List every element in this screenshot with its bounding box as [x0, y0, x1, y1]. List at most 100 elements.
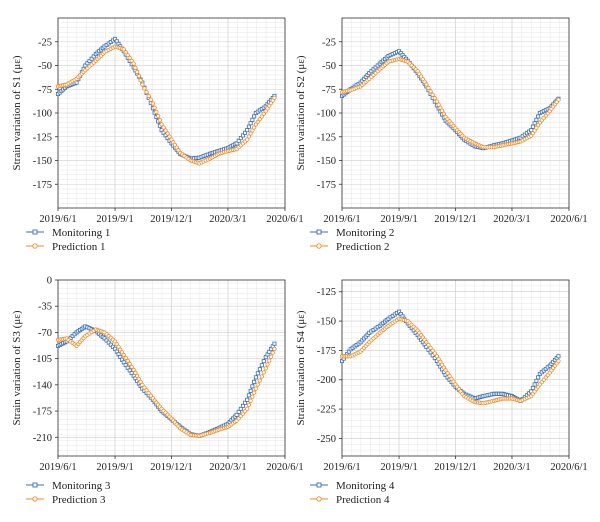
x-tick-label: 2019/6/1 — [39, 462, 76, 473]
data-point — [556, 97, 561, 102]
data-point — [432, 351, 437, 356]
y-tick-label: -75 — [322, 85, 336, 96]
y-tick-label: -140 — [33, 380, 52, 391]
chart-panel-3: 0 -35 -70 -105 -140 -175 -210 2019/6/1 2019/9/1 2… — [11, 276, 304, 506]
data-point — [261, 111, 266, 116]
data-point — [104, 338, 109, 343]
x-tick-label: 2019/9/1 — [380, 462, 417, 473]
legend-marker — [32, 243, 38, 249]
data-point — [236, 138, 241, 143]
data-point — [246, 134, 252, 139]
series-prediction — [55, 327, 277, 438]
data-point — [108, 342, 113, 347]
data-point — [438, 105, 443, 110]
data-point — [243, 130, 248, 135]
data-point — [430, 92, 435, 97]
data-point — [536, 114, 541, 119]
data-point — [125, 358, 130, 363]
data-point — [250, 384, 255, 389]
data-point — [252, 114, 257, 119]
y-axis-label: Strain variation of S1 (με) — [11, 55, 23, 170]
data-point — [136, 376, 141, 381]
data-point — [556, 358, 561, 364]
legend-label: Prediction 2 — [336, 241, 389, 253]
y-tick-label: -210 — [33, 433, 52, 444]
y-tick-label: -25 — [322, 37, 336, 48]
data-point — [123, 355, 128, 360]
data-point — [127, 361, 132, 366]
data-point — [246, 402, 252, 407]
data-point — [261, 370, 266, 375]
data-point — [245, 397, 250, 402]
data-point — [245, 137, 250, 142]
y-tick-label: -75 — [38, 85, 52, 96]
series-prediction — [339, 56, 561, 150]
data-point — [272, 341, 277, 346]
data-point — [253, 375, 258, 380]
y-tick-label: -125 — [317, 287, 336, 298]
legend-marker — [32, 229, 38, 235]
chart-panel-4: -125 -150 -175 -200 -225 -250 2019/6/1 2019/9/1… — [295, 279, 588, 506]
y-axis-label: Strain variation of S2 (με) — [295, 55, 307, 170]
data-point — [140, 382, 145, 387]
x-tick-label: 2019/9/1 — [96, 462, 133, 473]
y-tick-label: -125 — [33, 132, 52, 143]
data-point — [240, 133, 245, 138]
data-point — [121, 47, 126, 52]
data-point — [127, 55, 132, 61]
x-tick-label: 2019/6/1 — [323, 214, 360, 225]
data-point — [445, 371, 450, 376]
data-point — [148, 393, 153, 398]
data-point — [257, 367, 262, 372]
legend-marker — [32, 496, 38, 502]
legend-entry: Monitoring 4 — [310, 480, 395, 492]
data-point — [263, 366, 268, 371]
legend-entry: Monitoring 2 — [310, 227, 394, 239]
data-point — [250, 128, 255, 133]
y-tick-label: -70 — [38, 328, 52, 339]
y-tick-label: 0 — [47, 276, 52, 287]
y-tick-label: -105 — [33, 354, 52, 365]
data-point — [154, 109, 159, 114]
legend-label: Monitoring 4 — [336, 480, 395, 492]
data-point — [102, 336, 107, 341]
data-point — [167, 134, 172, 139]
y-tick-label: -250 — [317, 434, 336, 445]
data-point — [138, 379, 143, 384]
data-point — [243, 400, 248, 405]
data-point — [246, 124, 251, 129]
legend-label: Prediction 4 — [336, 494, 390, 506]
data-point — [449, 376, 454, 381]
data-point — [161, 125, 166, 130]
data-point — [123, 50, 128, 55]
data-point — [440, 108, 445, 113]
x-tick-label: 2020/6/1 — [550, 214, 587, 225]
legend-marker — [32, 482, 38, 488]
x-tick-label: 2019/12/1 — [434, 214, 477, 225]
data-point — [430, 348, 435, 353]
y-axis-label: Strain variation of S4 (με) — [295, 310, 307, 425]
legend-entry: Prediction 1 — [26, 241, 105, 253]
data-point — [257, 378, 262, 383]
data-point — [240, 403, 245, 408]
data-point — [252, 379, 257, 384]
legend-label: Prediction 1 — [52, 241, 105, 253]
legend-marker — [316, 482, 322, 488]
data-point — [248, 388, 253, 393]
data-point — [238, 136, 243, 141]
data-point — [248, 121, 253, 126]
data-point — [272, 95, 277, 100]
x-tick-label: 2019/12/1 — [150, 214, 193, 225]
data-point — [248, 131, 253, 136]
data-point — [159, 122, 164, 127]
x-tick-label: 2020/6/1 — [266, 214, 303, 225]
data-point — [131, 367, 136, 372]
data-point — [270, 350, 275, 355]
y-axis-label: Strain variation of S3 (με) — [11, 310, 23, 425]
y-tick-label: -100 — [33, 109, 52, 120]
data-point — [89, 56, 94, 61]
legend-entry: Prediction 3 — [26, 494, 106, 506]
data-point — [530, 124, 535, 129]
data-point — [432, 96, 437, 101]
